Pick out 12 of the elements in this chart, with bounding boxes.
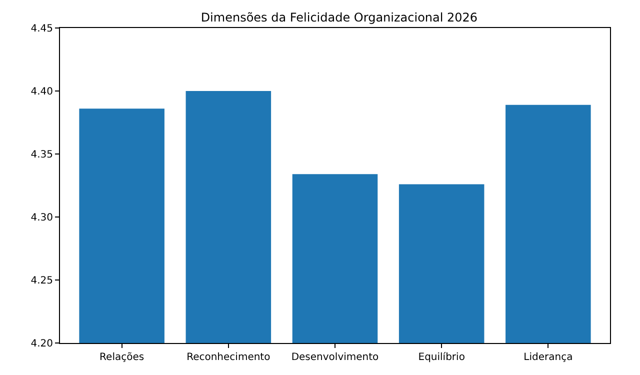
x-tick-label: Equilíbrio: [418, 352, 465, 363]
y-tick-label: 4.20: [30, 338, 53, 350]
chart-title: Dimensões da Felicidade Organizacional 2026: [200, 10, 478, 25]
y-tick-label: 4.35: [30, 150, 53, 160]
x-tick-label: Reconhecimento: [186, 352, 270, 363]
x-tick-label: Liderança: [524, 352, 573, 363]
y-tick-label: 4.30: [30, 212, 53, 224]
y-tick-label: 4.25: [30, 276, 53, 286]
x-tick-label: Relações: [100, 352, 144, 363]
y-tick-label: 4.45: [30, 24, 53, 34]
y-tick-label: 4.40: [30, 86, 53, 98]
x-tick-label: Desenvolvimento: [291, 352, 379, 363]
